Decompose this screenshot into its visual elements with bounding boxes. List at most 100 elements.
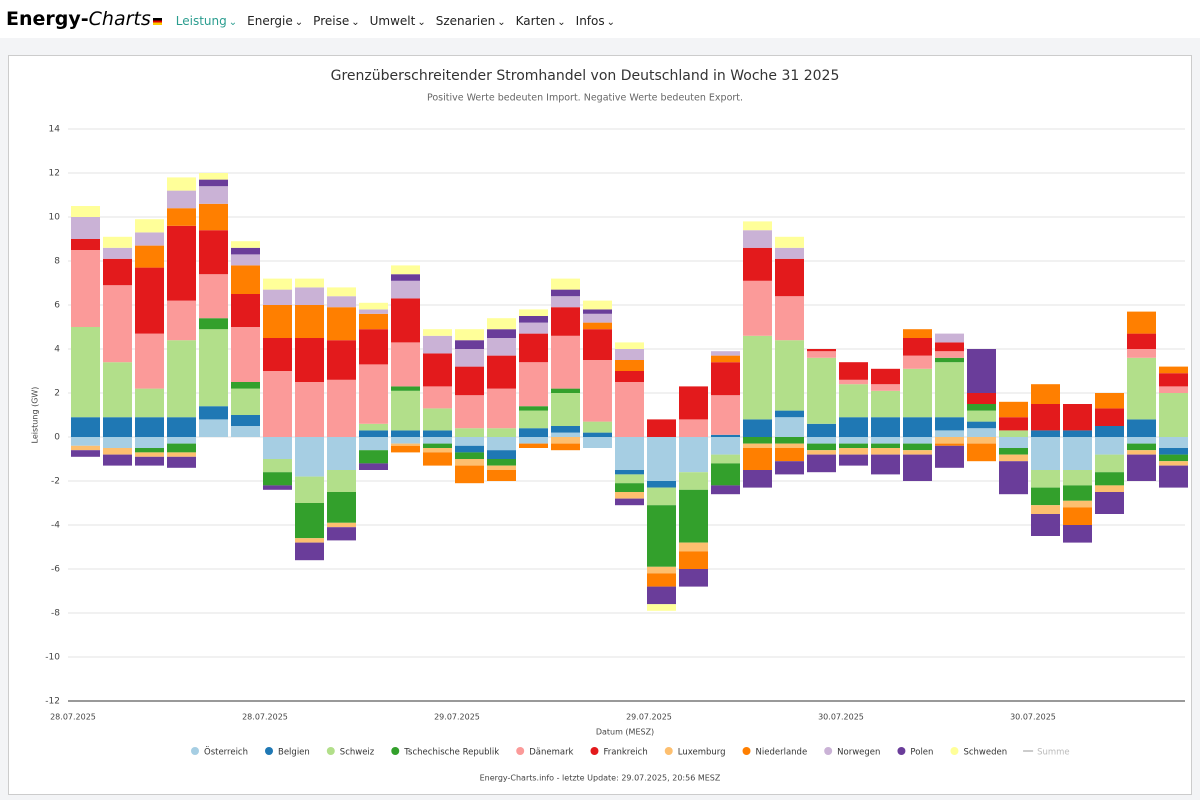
bar-segment: [583, 300, 612, 310]
bar-segment: [935, 342, 964, 352]
bar-segment: [999, 448, 1028, 455]
bar-segment: [775, 443, 804, 448]
bar-segment: [199, 173, 228, 180]
bar-segment: [775, 461, 804, 475]
bar-segment: [1063, 485, 1092, 501]
nav-item[interactable]: Preise: [313, 14, 359, 28]
bar-segment: [359, 309, 388, 314]
bar-segment: [903, 338, 932, 356]
bar-segment: [423, 386, 452, 409]
bar-segment: [199, 274, 228, 319]
nav-item[interactable]: Szenarien: [436, 14, 506, 28]
bar-segment: [935, 357, 964, 363]
bar-segment: [327, 379, 356, 437]
nav-item[interactable]: Energie: [247, 14, 303, 28]
bar-segment: [455, 329, 484, 341]
bar-segment: [679, 569, 708, 587]
legend-marker: [590, 747, 599, 755]
bar-segment: [487, 459, 516, 466]
bar-segment: [71, 250, 100, 327]
bar-segment: [679, 542, 708, 552]
nav-item[interactable]: Infos: [576, 14, 615, 28]
bar-segment: [519, 322, 548, 334]
bar-segment: [615, 437, 644, 470]
bar-segment: [935, 445, 964, 468]
bar-segment: [135, 219, 164, 233]
bar-segment: [455, 437, 484, 446]
bar-segment: [999, 461, 1028, 495]
bar-segment: [679, 386, 708, 420]
bar-segment: [263, 338, 292, 371]
bar-segment: [103, 448, 132, 455]
legend-marker: [391, 747, 400, 755]
bar-segment: [263, 305, 292, 338]
bar-segment: [1095, 472, 1124, 486]
bar-segment: [295, 542, 324, 561]
legend-label: Tschechische Republik: [403, 748, 499, 758]
bar-segment: [391, 443, 420, 446]
nav-item[interactable]: Umwelt: [370, 14, 426, 28]
bar-segment: [1127, 419, 1156, 437]
bar-segment: [871, 417, 900, 437]
nav-item[interactable]: Leistung: [176, 14, 237, 28]
bar-segment: [71, 217, 100, 239]
x-axis-title: Datum (MESZ): [596, 728, 654, 737]
bar-segment: [1063, 507, 1092, 525]
legend-label: Belgien: [278, 748, 310, 758]
nav-item[interactable]: Karten: [516, 14, 566, 28]
bar-segment: [455, 395, 484, 429]
bar-segment: [1031, 404, 1060, 431]
bar-segment: [871, 443, 900, 448]
logo[interactable]: Energy-Charts: [6, 8, 162, 30]
bar-segment: [167, 177, 196, 191]
y-tick-label: 6: [54, 301, 60, 311]
x-tick-label: 28.07.2025: [242, 713, 288, 722]
legend-marker: [950, 747, 959, 755]
bar-segment: [1159, 393, 1188, 437]
bar-segment: [903, 443, 932, 451]
bar-segment: [231, 382, 260, 389]
bar-segment: [1031, 514, 1060, 536]
bar-segment: [1095, 437, 1124, 455]
bar-segment: [487, 450, 516, 459]
bar-segment: [647, 586, 676, 605]
bar-segment: [647, 487, 676, 506]
y-tick-label: 0: [54, 433, 60, 443]
bar-segment: [583, 360, 612, 422]
bar-segment: [103, 258, 132, 286]
bar-segment: [583, 322, 612, 330]
x-tick-label: 29.07.2025: [434, 713, 480, 722]
legend-label: Frankreich: [603, 748, 647, 758]
chart-title: Grenzüberschreitender Stromhandel von De…: [331, 68, 840, 84]
bar-segment: [295, 278, 324, 288]
legend-marker: [897, 747, 906, 755]
bar-segment: [615, 483, 644, 492]
bar-segment: [519, 316, 548, 323]
bar-segment: [551, 289, 580, 297]
bar-segment: [487, 437, 516, 451]
bar-segment: [359, 437, 388, 451]
bar-segment: [167, 340, 196, 418]
bar-segment: [967, 404, 996, 411]
bar-segment: [871, 454, 900, 475]
bar-segment: [231, 265, 260, 294]
bar-segment: [583, 437, 612, 448]
bar-segment: [647, 604, 676, 611]
bar-segment: [327, 492, 356, 523]
bar-segment: [423, 443, 452, 448]
bar-segment: [583, 313, 612, 323]
bar-segment: [551, 393, 580, 426]
bar-segment: [775, 296, 804, 341]
bar-segment: [135, 245, 164, 268]
bar-segment: [839, 362, 868, 380]
bar-segment: [199, 318, 228, 330]
bar-segment: [1159, 461, 1188, 466]
bar-segment: [135, 333, 164, 389]
bar-segment: [167, 443, 196, 453]
bar-segment: [231, 247, 260, 255]
bar-segment: [71, 445, 100, 451]
bar-segment: [551, 388, 580, 393]
bar-segment: [743, 448, 772, 470]
bar-segment: [551, 432, 580, 437]
